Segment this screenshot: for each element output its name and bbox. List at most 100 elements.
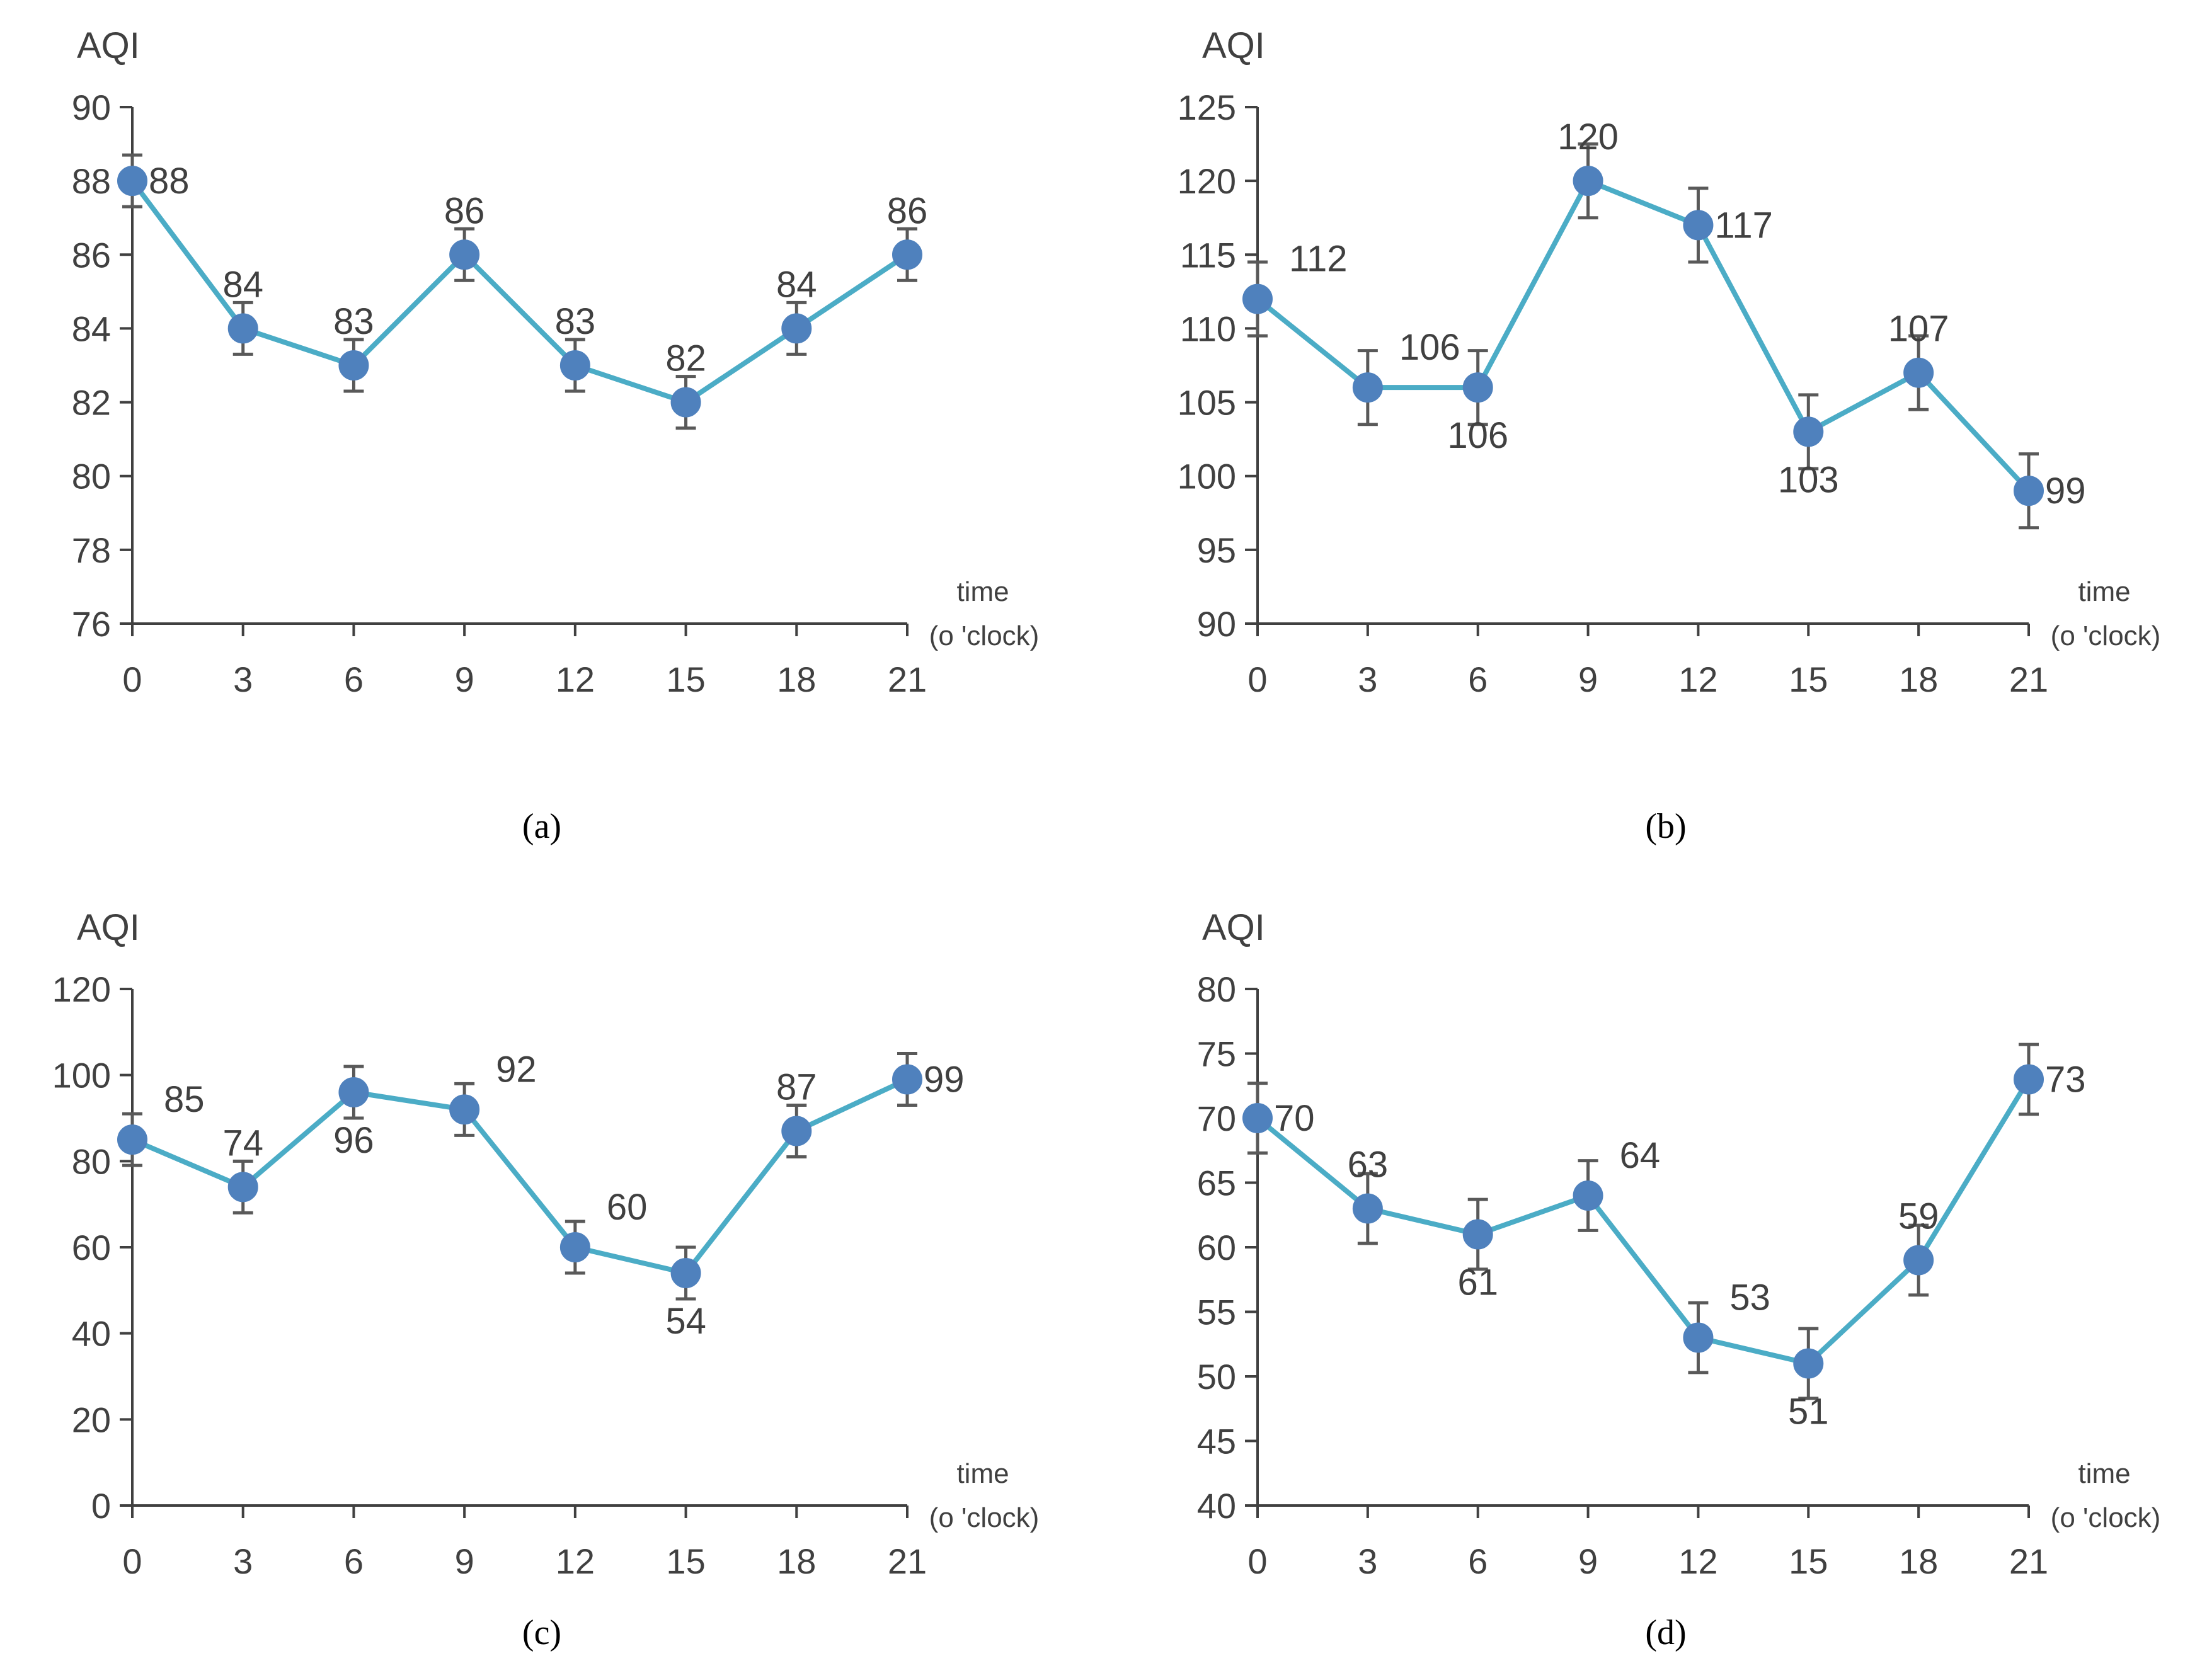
chart-a-data-point: [227, 313, 258, 344]
chart-a-x-axis-title: time: [956, 576, 1009, 607]
chart-a-x-tick-label: 3: [233, 660, 253, 699]
chart-b-y-tick-label: 115: [1180, 235, 1236, 275]
chart-d-x-tick-label: 12: [1678, 1541, 1717, 1581]
chart-a-x-tick-label: 6: [344, 660, 364, 699]
chart-c-x-tick-label: 0: [122, 1541, 142, 1581]
chart-a-data-label: 86: [444, 190, 485, 231]
chart-b-data-point: [1683, 210, 1714, 241]
chart-a-data-point: [338, 350, 369, 380]
chart-a-data-point: [781, 313, 812, 344]
chart-b-svg: 90 95 100 105 110 115 120 125 0 3 6 9 12 15 18 21 AQI tim…: [1178, 25, 2161, 699]
chart-b-y-axis-title: AQI: [1202, 25, 1265, 66]
chart-b-data-point: [1573, 166, 1603, 197]
chart-c-data-label: 85: [164, 1079, 205, 1120]
chart-b-y-tick-label: 100: [1178, 457, 1236, 496]
chart-c-y-tick-label: 20: [72, 1400, 111, 1439]
chart-d-y-tick-label: 75: [1197, 1034, 1236, 1074]
chart-d-x-tick-label: 0: [1247, 1541, 1267, 1581]
chart-b-x-axis-title: time: [2078, 576, 2130, 607]
chart-c-y-tick-label: 100: [52, 1056, 111, 1095]
caption-b: (b): [1645, 807, 1687, 846]
chart-c-svg: 0 20 40 60 80 100 120 0 3 6 9 12 15 18 21 AQI time (o 'cl…: [52, 907, 1040, 1581]
chart-a-data-label: 86: [887, 190, 928, 231]
chart-a-data-label: 88: [149, 161, 190, 202]
chart-b-data-label: 120: [1557, 117, 1619, 157]
chart-a-x-tick-label: 12: [556, 660, 595, 699]
chart-b-data-label: 103: [1778, 459, 1839, 500]
chart-d-y-tick-label: 80: [1197, 969, 1236, 1009]
chart-d-y-tick-label: 55: [1197, 1293, 1236, 1332]
chart-d-data-point: [1903, 1245, 1934, 1276]
caption-a: (a): [522, 807, 562, 846]
chart-d-data-label: 61: [1457, 1262, 1498, 1303]
chart-a-y-tick-label: 88: [72, 161, 111, 201]
caption-d: (d): [1645, 1613, 1687, 1652]
chart-b-data-point: [1242, 283, 1273, 314]
chart-b: 90 95 100 105 110 115 120 125 0 3 6 9 12 15 18 21 AQI tim…: [1095, 0, 2190, 787]
chart-d-data-label: 70: [1274, 1098, 1315, 1139]
chart-a-y-tick-label: 80: [72, 457, 111, 496]
chart-a-x-tick-label: 18: [777, 660, 816, 699]
chart-a-data-label: 84: [776, 264, 817, 305]
chart-d-svg: 40 45 50 55 60 65 70 75 80 0 3 6 9 12 15 18 21 AQI time (o …: [1197, 907, 2161, 1581]
chart-b-data-point: [1903, 357, 1934, 388]
chart-b-y-tick-label: 110: [1180, 309, 1236, 348]
chart-c-data-point: [227, 1172, 258, 1203]
chart-a-data-point: [449, 239, 480, 270]
chart-b-series-line: [1256, 178, 2031, 493]
chart-b-y-tick-label: 95: [1197, 530, 1236, 570]
chart-c-x-tick-label: 6: [344, 1541, 364, 1581]
chart-c-data-point: [892, 1064, 922, 1095]
chart-b-x-tick-label: 9: [1578, 660, 1598, 699]
chart-d: 40 45 50 55 60 65 70 75 80 0 3 6 9 12 15 18 21 AQI time (o …: [1095, 882, 2190, 1638]
chart-c-data-point: [449, 1094, 480, 1125]
chart-a-data-label: 83: [333, 301, 374, 342]
chart-c-data-label: 99: [924, 1060, 965, 1100]
chart-c-x-tick-label: 3: [233, 1541, 253, 1581]
chart-d-y-axis-title: AQI: [1202, 907, 1265, 948]
chart-c-data-point: [117, 1124, 147, 1155]
chart-b-data-label: 106: [1447, 415, 1508, 456]
chart-a-data-label: 84: [222, 264, 263, 305]
chart-a-x-tick-label: 0: [122, 660, 142, 699]
chart-a-data-point: [117, 166, 147, 197]
chart-a-data-point: [559, 350, 590, 380]
chart-b-data-label: 99: [2045, 471, 2086, 511]
chart-c-x-tick-label: 18: [777, 1541, 816, 1581]
chart-d-y-tick-label: 50: [1197, 1357, 1236, 1397]
chart-c-data-point: [781, 1116, 812, 1146]
chart-c-data-label: 92: [496, 1049, 537, 1090]
chart-d-data-point: [1462, 1219, 1493, 1250]
chart-a-y-tick-label: 76: [72, 604, 111, 644]
chart-b-x-tick-label: 12: [1678, 660, 1717, 699]
chart-d-y-tick-label: 45: [1197, 1422, 1236, 1461]
chart-b-data-point: [1793, 416, 1824, 447]
chart-d-y-tick-label: 65: [1197, 1163, 1236, 1203]
chart-b-data-point: [2014, 476, 2044, 506]
chart-b-y-tick-label: 105: [1178, 383, 1236, 423]
chart-b-x-axis-title-unit: (o 'clock): [2051, 620, 2161, 651]
chart-d-data-point: [1683, 1322, 1714, 1353]
chart-a: 76 78 80 82 84 86 88 90 0 3 6 9 12 15 18 21 AQI time (o 'c…: [0, 0, 1095, 787]
chart-c-x-tick-label: 15: [666, 1541, 705, 1581]
chart-b-data-point: [1462, 372, 1493, 403]
chart-d-x-axis-title: time: [2078, 1458, 2130, 1489]
chart-d-data-label: 51: [1788, 1391, 1829, 1432]
chart-b-data-label: 106: [1399, 327, 1460, 368]
chart-d-series-line: [1256, 1078, 2031, 1366]
chart-c: 0 20 40 60 80 100 120 0 3 6 9 12 15 18 21 AQI time (o 'cl…: [0, 882, 1095, 1638]
chart-a-x-tick-label: 9: [455, 660, 474, 699]
chart-c-data-label: 54: [665, 1301, 706, 1342]
chart-d-data-point: [1573, 1180, 1603, 1211]
chart-a-y-tick-label: 78: [72, 530, 111, 570]
chart-a-y-tick-label: 82: [72, 383, 111, 423]
chart-c-data-label: 60: [607, 1187, 648, 1228]
chart-c-y-tick-label: 0: [91, 1486, 111, 1526]
chart-b-data-label: 107: [1888, 309, 1949, 350]
chart-b-x-tick-label: 21: [2009, 660, 2048, 699]
chart-c-data-point: [670, 1258, 701, 1288]
chart-d-x-tick-label: 18: [1899, 1541, 1938, 1581]
chart-a-y-tick-label: 86: [72, 235, 111, 275]
chart-b-x-tick-label: 15: [1789, 660, 1828, 699]
chart-d-x-tick-label: 6: [1468, 1541, 1488, 1581]
